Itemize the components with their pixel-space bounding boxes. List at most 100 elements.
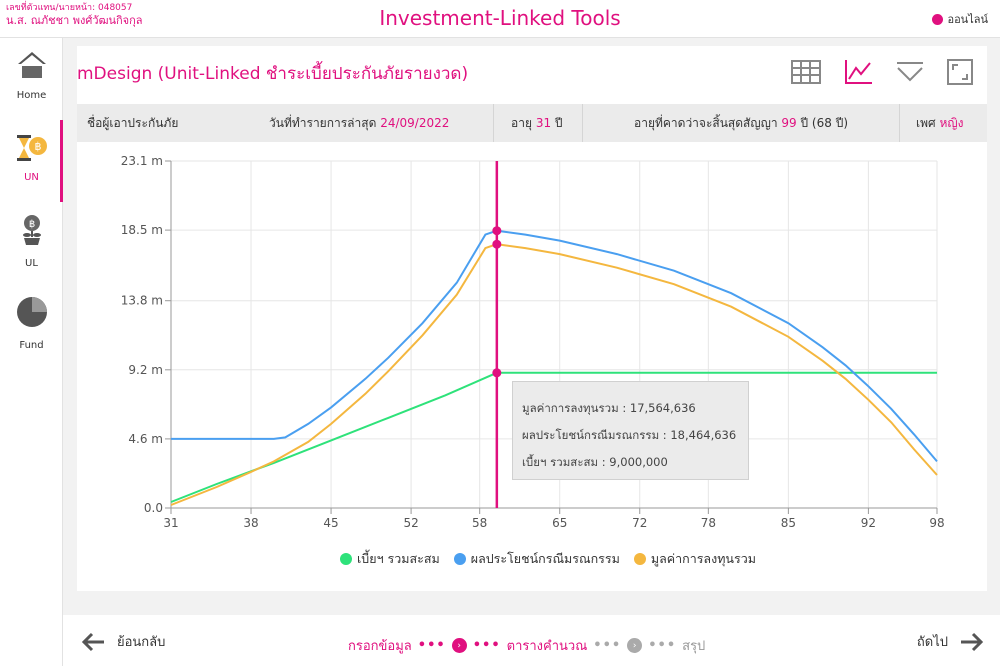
chart-legend: เบี้ยฯ รวมสะสม ผลประโยชน์กรณีมรณกรรม มูล… <box>48 549 1000 569</box>
x-tick-label: 45 <box>323 516 338 530</box>
status-label: ออนไลน์ <box>947 13 988 26</box>
gender-value: หญิง <box>939 116 964 130</box>
y-tick-label: 23.1 m <box>121 154 163 168</box>
page-title: mDesign (Unit-Linked ชำระเบี้ยประกันภัยร… <box>77 64 469 84</box>
legend-item-investment-value[interactable]: มูลค่าการลงทุนรวม <box>633 549 756 569</box>
x-tick-label: 58 <box>472 516 487 530</box>
back-label: ย้อนกลับ <box>117 635 166 650</box>
x-tick-label: 38 <box>243 516 258 530</box>
table-icon <box>791 60 821 84</box>
gender-label: เพศ <box>916 116 936 130</box>
cursor-point <box>492 239 502 249</box>
end-age-value: 99 <box>781 116 797 130</box>
agent-name: น.ส. ณภัชชา พงศ์วัฒนกิจกุล <box>6 14 143 28</box>
step-arrow-icon: › <box>451 638 467 653</box>
legend-label: ผลประโยชน์กรณีมรณกรรม <box>470 551 620 566</box>
expand-button[interactable] <box>946 58 976 86</box>
step-dots: ••• <box>593 638 622 653</box>
step-dots: ••• <box>472 638 501 653</box>
sidebar-item-label: Home <box>16 90 47 101</box>
expand-icon <box>947 59 973 85</box>
x-tick-label: 85 <box>781 516 796 530</box>
top-bar: เลขที่ตัวแทน/นายหน้า: 048057 น.ส. ณภัชชา… <box>0 0 1000 38</box>
status-dot-icon <box>932 13 944 25</box>
cursor-point <box>492 226 502 236</box>
x-tick-label: 92 <box>861 516 876 530</box>
last-transaction-date: วันที่ทำรายการล่าสุด 24/09/2022 <box>269 104 449 142</box>
gender: เพศ หญิง <box>916 104 963 142</box>
tooltip-death-benefit: ผลประโยชน์กรณีมรณกรรม : 18,464,636 <box>522 428 737 442</box>
investment-value-series-line <box>170 243 938 506</box>
age-value: 31 <box>535 116 552 130</box>
step-indicator: กรอกข้อมูล ••• › ••• ตารางคำนวณ ••• › ••… <box>348 635 705 656</box>
y-tick-label: 18.5 m <box>121 223 163 237</box>
hourglass-coin-icon: ฿ <box>17 135 47 161</box>
x-tick-label: 52 <box>403 516 418 530</box>
home-icon <box>18 52 46 78</box>
step-arrow-icon: › <box>627 638 643 653</box>
app-title: Investment-Linked Tools <box>379 6 621 30</box>
contract-end-age: อายุที่คาดว่าจะสิ้นสุดสัญญา 99 ปี (68 ปี… <box>634 104 848 142</box>
policy-info-bar: ชื่อผู้เอาประกันภัย วันที่ทำรายการล่าสุด… <box>77 104 987 142</box>
next-label: ถัดไป <box>916 635 948 650</box>
sidebar-item-home[interactable]: Home <box>0 38 63 120</box>
tooltip-premium-total: เบี้ยฯ รวมสะสม : 9,000,000 <box>522 455 668 469</box>
legend-item-death-benefit[interactable]: ผลประโยชน์กรณีมรณกรรม <box>453 549 620 569</box>
agent-code: เลขที่ตัวแทน/นายหน้า: 048057 <box>6 3 133 13</box>
divider <box>899 104 900 142</box>
chart-view-button[interactable] <box>844 58 874 86</box>
age-unit: ปี <box>554 116 563 130</box>
step-calculation[interactable]: ตารางคำนวณ <box>506 639 588 654</box>
online-status: ออนไลน์ <box>932 10 988 28</box>
table-view-button[interactable] <box>791 58 821 86</box>
sidebar-item-fund[interactable]: Fund <box>0 284 63 366</box>
tooltip-investment-value: มูลค่าการลงทุนรวม : 17,564,636 <box>522 401 696 415</box>
cursor-point <box>492 368 502 378</box>
step-input[interactable]: กรอกข้อมูล <box>348 639 412 654</box>
svg-text:฿: ฿ <box>29 219 35 230</box>
sidebar: Home ฿ UN ฿ UL Fund <box>0 38 63 666</box>
step-dots: ••• <box>648 638 677 653</box>
next-button[interactable]: ถัดไป <box>917 631 984 652</box>
insured-name-label: ชื่อผู้เอาประกันภัย <box>87 116 179 130</box>
x-tick-label: 65 <box>552 516 567 530</box>
step-summary[interactable]: สรุป <box>682 639 706 654</box>
end-age-label: อายุที่คาดว่าจะสิ้นสุดสัญญา <box>634 116 778 130</box>
line-chart-icon <box>845 60 872 84</box>
sidebar-item-un[interactable]: ฿ UN <box>0 120 63 202</box>
x-tick-label: 78 <box>701 516 716 530</box>
date-label: วันที่ทำรายการล่าสุด <box>269 116 377 130</box>
y-tick-label: 9.2 m <box>128 363 163 377</box>
money-plant-icon: ฿ <box>23 215 41 245</box>
end-age-unit: ปี (68 ปี) <box>800 116 849 130</box>
age-label: อายุ <box>511 116 532 130</box>
x-tick-label: 31 <box>163 516 178 530</box>
legend-swatch <box>633 553 646 565</box>
back-button[interactable]: ย้อนกลับ <box>81 631 165 652</box>
agent-info: เลขที่ตัวแทน/นายหน้า: 048057 น.ส. ณภัชชา… <box>6 3 143 28</box>
sidebar-item-ul[interactable]: ฿ UL <box>0 202 63 284</box>
pie-chart-icon <box>17 297 47 327</box>
main-card: mDesign (Unit-Linked ชำระเบี้ยประกันภัยร… <box>77 46 987 591</box>
x-tick-label: 72 <box>632 516 647 530</box>
filter-icon <box>897 62 923 82</box>
svg-text:฿: ฿ <box>35 140 42 153</box>
sidebar-item-label: UN <box>24 172 39 183</box>
sidebar-item-label: Fund <box>19 340 44 351</box>
y-tick-label: 0.0 <box>144 501 163 515</box>
y-tick-label: 4.6 m <box>128 432 163 446</box>
legend-label: มูลค่าการลงทุนรวม <box>650 551 756 566</box>
premium-series-line <box>170 371 937 503</box>
arrow-right-icon <box>961 632 984 651</box>
date-value: 24/09/2022 <box>380 116 450 130</box>
death-benefit-series-line <box>171 229 938 463</box>
legend-item-premium[interactable]: เบี้ยฯ รวมสะสม <box>340 549 440 569</box>
legend-swatch <box>340 553 353 565</box>
filter-button[interactable] <box>895 58 925 86</box>
x-tick-label: 98 <box>929 516 944 530</box>
step-dots: ••• <box>417 638 446 653</box>
divider <box>493 104 494 142</box>
chart-tooltip: มูลค่าการลงทุนรวม : 17,564,636 ผลประโยชน… <box>512 381 749 480</box>
sidebar-item-label: UL <box>25 258 38 269</box>
